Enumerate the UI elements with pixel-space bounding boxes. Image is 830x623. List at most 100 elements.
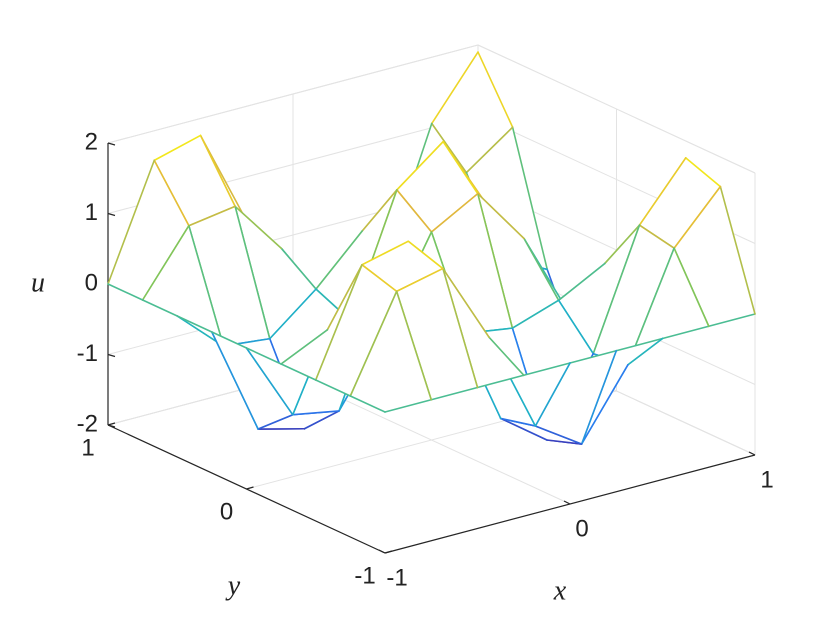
mesh-edge (442, 267, 479, 389)
x-tick (563, 500, 571, 505)
mesh-edge (442, 267, 490, 339)
mesh-edge (557, 299, 595, 355)
y-tick-label: 0 (220, 498, 233, 525)
mesh-edge (361, 189, 398, 232)
mesh-edge (707, 313, 756, 328)
mesh-edge (303, 410, 340, 430)
mesh-edge (592, 224, 641, 355)
mesh-edge (569, 349, 618, 364)
mesh-cell (466, 127, 548, 270)
mesh-cell (188, 206, 270, 347)
z-axis-label: u (31, 267, 45, 298)
mesh-edge (257, 413, 294, 430)
mesh-edge (557, 262, 606, 302)
mesh-cell (558, 225, 640, 354)
x-tick-label: 1 (760, 466, 773, 493)
mesh-edge (476, 374, 525, 389)
mesh-edge (430, 386, 479, 401)
mesh-edge (199, 134, 236, 208)
z-tick (107, 424, 116, 428)
mesh-edge (153, 159, 190, 227)
y-tick-label: -1 (354, 562, 375, 589)
mesh-cell (142, 225, 224, 347)
z-tick (107, 142, 116, 146)
mesh-cell (535, 350, 617, 445)
mesh-cell (442, 268, 524, 388)
mesh-edge (349, 290, 398, 397)
mesh-edge (291, 410, 340, 416)
mesh-edge (211, 331, 259, 430)
mesh-cell (431, 193, 513, 334)
y-tick (107, 422, 116, 426)
mesh-edge (314, 264, 363, 381)
mesh-cell (639, 157, 721, 249)
mesh-edge (314, 379, 352, 397)
mesh-edge (361, 264, 398, 293)
mesh-cell (593, 225, 675, 365)
mesh-edge (511, 299, 560, 329)
mesh-edge (245, 347, 282, 365)
mesh-edge (430, 122, 468, 174)
mesh-edge (534, 362, 571, 427)
z-tick (107, 353, 116, 358)
mesh-cell (627, 248, 709, 365)
mesh-edge (153, 134, 202, 162)
mesh-cell (396, 268, 478, 400)
mesh-edge (211, 331, 248, 349)
mesh-edge (638, 224, 675, 250)
mesh-edge (615, 337, 664, 352)
mesh-edge (442, 140, 479, 195)
z-tick (107, 212, 116, 217)
mesh-edge (107, 283, 144, 301)
z-tick-label: -1 (77, 340, 98, 367)
x-axis-label: x (553, 575, 567, 606)
mesh-edge (638, 157, 687, 226)
mesh-edge (546, 439, 583, 445)
mesh-cell (500, 418, 582, 445)
mesh-edge (234, 205, 271, 340)
mesh-edge (280, 329, 329, 365)
mesh-edge (188, 224, 225, 347)
mesh-edge (384, 398, 433, 413)
z-tick-label: 0 (85, 269, 98, 296)
mesh-cell (154, 135, 236, 226)
mesh-edge (141, 224, 190, 301)
mesh-edge (407, 240, 444, 270)
mesh-cell (362, 241, 443, 292)
mesh-edge (430, 51, 479, 125)
mesh-edge (396, 140, 444, 191)
y-tick (246, 486, 254, 490)
mesh-edge (499, 417, 537, 427)
mesh-edge (349, 395, 386, 413)
mesh-edge (141, 299, 179, 317)
mesh-cell (235, 206, 316, 339)
mesh-edge (280, 363, 317, 381)
mesh-edge (684, 157, 722, 188)
mesh-cell (350, 291, 432, 412)
mesh-edge (268, 288, 317, 340)
mesh-edge (395, 290, 433, 401)
mesh-edge (188, 205, 236, 227)
mesh-edge (477, 51, 514, 129)
mesh-edge (326, 264, 363, 331)
mesh-cell (316, 189, 397, 321)
mesh-edge (604, 224, 641, 265)
mesh-edge (315, 230, 364, 290)
mesh-edge (580, 363, 629, 445)
mesh-edge (488, 336, 525, 377)
mesh-edge (280, 247, 317, 290)
mesh-edge (396, 189, 433, 233)
x-tick-label: 0 (575, 515, 588, 542)
mesh-cell (581, 338, 663, 445)
mesh-edge (661, 325, 710, 340)
mesh-edge (245, 347, 294, 416)
mesh-edge (465, 126, 514, 174)
mesh-edge (673, 185, 722, 250)
y-tick-label: 1 (81, 434, 94, 461)
z-tick-label: 1 (85, 199, 98, 226)
mesh-edge (523, 237, 560, 302)
mesh-edge (361, 240, 410, 266)
x-tick-label: -1 (386, 564, 407, 591)
mesh-edge (627, 337, 664, 366)
